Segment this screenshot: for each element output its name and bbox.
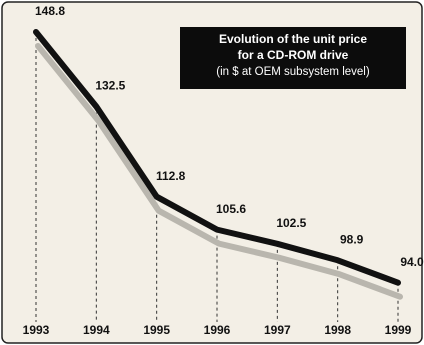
- line: [33, 28, 401, 286]
- chart-title: Evolution of the unit price: [219, 32, 367, 46]
- chart-subtitle: (in $ at OEM subsystem level): [216, 66, 370, 78]
- x-tick-label: 1999: [385, 323, 412, 337]
- x-tick-label: 1993: [23, 323, 50, 337]
- x-tick-label: 1997: [264, 323, 291, 337]
- data-label: 94.0: [400, 255, 424, 269]
- data-label: 132.5: [95, 79, 125, 93]
- data-label: 148.8: [35, 4, 65, 18]
- chart-title: for a CD-ROM drive: [238, 48, 349, 62]
- data-label: 98.9: [340, 232, 364, 246]
- line-shadow: [35, 42, 403, 300]
- x-tick-label: 1996: [204, 323, 231, 337]
- x-tick-label: 1998: [324, 323, 351, 337]
- data-label: 112.8: [156, 169, 186, 183]
- x-tick-label: 1994: [83, 323, 110, 337]
- x-tick-label: 1995: [143, 323, 170, 337]
- title-box: [180, 27, 406, 89]
- data-label: 105.6: [216, 202, 246, 216]
- data-label: 102.5: [276, 216, 306, 230]
